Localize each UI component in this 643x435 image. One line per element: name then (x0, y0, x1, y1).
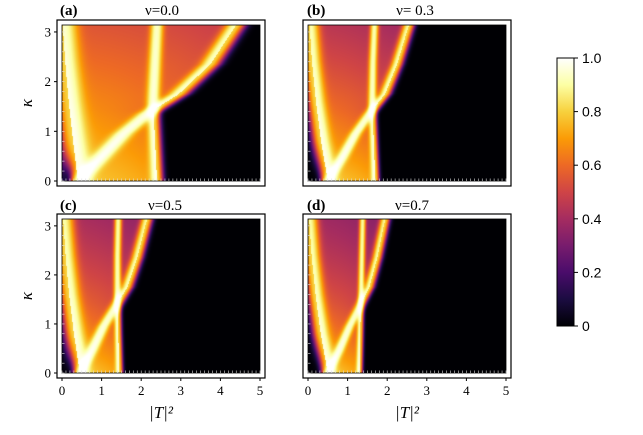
x-tick-label: 3 (424, 383, 431, 398)
heatmap-image (62, 219, 260, 373)
x-axis-label: |T|² (395, 403, 420, 422)
heatmap-panel-c: 0 1 2 3 0 1 2 3 4 5 (c) ν=0.5 κ |T|² (17, 198, 266, 422)
panel-label: (a) (60, 3, 78, 19)
colorbar-tick-label: 0.6 (582, 157, 602, 173)
x-tick-label: 5 (503, 383, 510, 398)
panel-title: ν=0.0 (145, 3, 179, 19)
x-tick-label: 3 (178, 383, 185, 398)
heatmap-panel-d: 0 1 2 3 4 5 (d) ν=0.7 |T|² (302, 198, 512, 422)
heatmap-image (62, 25, 260, 181)
heatmap-image (308, 219, 506, 373)
heatmap-panel-a: 0 1 2 3 (a) ν=0.0 κ (17, 3, 266, 189)
x-tick-label: 0 (305, 383, 312, 398)
x-tick-label: 2 (384, 383, 391, 398)
x-tick-label: 1 (98, 383, 105, 398)
y-tick-label: 1 (45, 316, 52, 331)
colorbar-tick-label: 0 (582, 318, 590, 334)
x-tick-label: 0 (59, 383, 66, 398)
y-tick-label: 3 (45, 24, 52, 39)
panel-label: (c) (60, 198, 77, 214)
panel-label: (b) (307, 3, 325, 19)
x-axis-label: |T|² (149, 403, 174, 422)
y-tick-label: 0 (45, 366, 52, 381)
colorbar-tick-label: 0.2 (582, 264, 602, 280)
y-tick-label: 1 (45, 124, 52, 139)
heatmap-image (308, 25, 506, 181)
heatmap-panel-b: (b) ν= 0.3 (302, 3, 512, 187)
y-tick-label: 0 (45, 174, 52, 189)
x-tick-label: 2 (138, 383, 145, 398)
x-tick-label: 1 (344, 383, 351, 398)
x-tick-label: 5 (257, 383, 264, 398)
colorbar: 0 0.2 0.4 0.6 0.8 1.0 (556, 50, 602, 334)
panel-title: ν=0.5 (148, 198, 182, 214)
colorbar-tick-label: 0.8 (582, 104, 602, 120)
x-tick-label: 4 (463, 383, 470, 398)
colorbar-tick-label: 1.0 (582, 50, 602, 66)
panel-title: ν= 0.3 (396, 3, 434, 19)
panel-title: ν=0.7 (395, 198, 429, 214)
y-tick-label: 2 (45, 267, 52, 282)
y-tick-label: 3 (45, 218, 52, 233)
x-tick-label: 4 (217, 383, 224, 398)
colorbar-tick-label: 0.4 (582, 211, 602, 227)
y-axis-label: κ (17, 98, 36, 107)
colorbar-gradient (556, 57, 575, 327)
panel-label: (d) (307, 198, 325, 214)
y-tick-label: 2 (45, 74, 52, 89)
y-axis-label: κ (17, 291, 36, 300)
